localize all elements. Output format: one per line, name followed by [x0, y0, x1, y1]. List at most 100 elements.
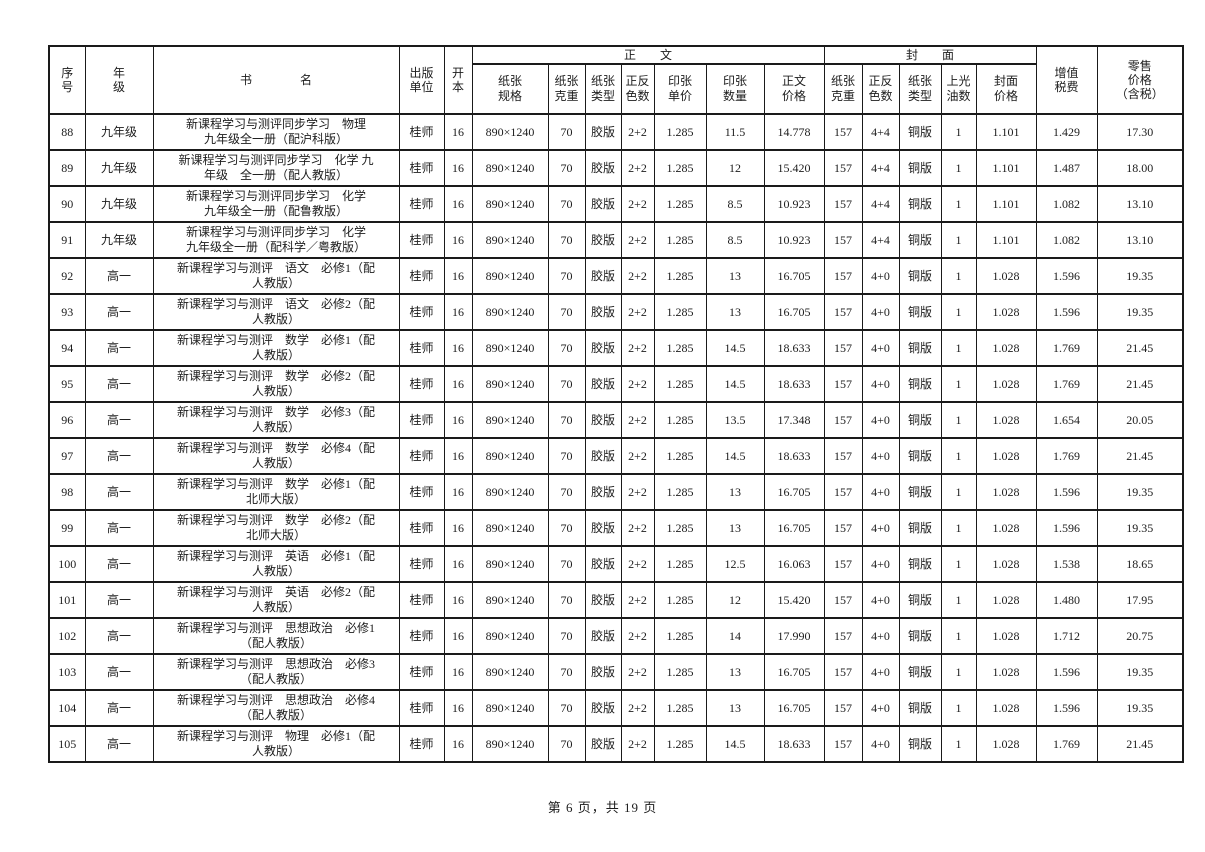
col-header-book-title: 书 名 [152, 45, 400, 115]
cell-cover-price: 1.101 [975, 221, 1037, 259]
cell-cover-colors: 4+4 [861, 149, 900, 187]
cell-varnish: 1 [940, 689, 977, 727]
cell-cover-paper-type: 铜版 [898, 113, 942, 151]
cell-grade: 高一 [84, 725, 154, 763]
header-group-row: 序 号 年 级 书 名 出版 单位 开 本 正 文 封 面 增值 税费 零售 价… [48, 45, 1184, 115]
cell-retail-price: 21.45 [1096, 437, 1184, 475]
cell-colors: 2+2 [620, 509, 655, 547]
cell-grade: 高一 [84, 653, 154, 691]
cell-publisher: 桂师 [398, 293, 445, 331]
cell-paper-type: 胶版 [584, 113, 622, 151]
cell-vat: 1.538 [1035, 545, 1098, 583]
cell-title: 新课程学习与测评 思想政治 必修4 （配人教版） [152, 689, 400, 727]
cell-paper-weight: 70 [547, 113, 586, 151]
cell-publisher: 桂师 [398, 689, 445, 727]
cell-colors: 2+2 [620, 437, 655, 475]
cell-colors: 2+2 [620, 653, 655, 691]
cell-paper-spec: 890×1240 [471, 401, 549, 439]
cell-sheet-count: 13 [705, 653, 765, 691]
cell-cover-paper-weight: 157 [823, 545, 863, 583]
cell-body-price: 16.705 [763, 257, 825, 295]
table-row: 92 高一 新课程学习与测评 语文 必修1（配 人教版） 桂师 16 890×1240 70… [48, 257, 1184, 295]
cell-varnish: 1 [940, 293, 977, 331]
table-row: 100 高一 新课程学习与测评 英语 必修1（配 人教版） 桂师 16 890×1240 7… [48, 545, 1184, 583]
cell-format: 16 [443, 581, 473, 619]
cell-cover-colors: 4+0 [861, 401, 900, 439]
cell-publisher: 桂师 [398, 401, 445, 439]
cell-cover-paper-type: 铜版 [898, 617, 942, 655]
col-header-varnish: 上光 油数 [940, 63, 977, 115]
col-header-seq: 序 号 [48, 45, 86, 115]
col-header-cover-paper-weight: 纸张 克重 [823, 63, 863, 115]
table-row: 96 高一 新课程学习与测评 数学 必修3（配 人教版） 桂师 16 890×1240 70… [48, 401, 1184, 439]
cell-seq: 95 [48, 365, 86, 403]
cell-cover-price: 1.028 [975, 401, 1037, 439]
cell-format: 16 [443, 221, 473, 259]
cell-sheet-count: 13 [705, 257, 765, 295]
cell-seq: 97 [48, 437, 86, 475]
cell-vat: 1.082 [1035, 221, 1098, 259]
cell-cover-price: 1.101 [975, 113, 1037, 151]
cell-publisher: 桂师 [398, 257, 445, 295]
cell-vat: 1.429 [1035, 113, 1098, 151]
cell-grade: 九年级 [84, 221, 154, 259]
cell-cover-colors: 4+0 [861, 473, 900, 511]
cell-cover-colors: 4+0 [861, 329, 900, 367]
cell-retail-price: 18.65 [1096, 545, 1184, 583]
cell-paper-spec: 890×1240 [471, 437, 549, 475]
cell-cover-paper-type: 铜版 [898, 545, 942, 583]
cell-paper-type: 胶版 [584, 725, 622, 763]
cell-cover-price: 1.101 [975, 149, 1037, 187]
cell-title: 新课程学习与测评 语文 必修2（配 人教版） [152, 293, 400, 331]
cell-varnish: 1 [940, 617, 977, 655]
cell-seq: 88 [48, 113, 86, 151]
cell-colors: 2+2 [620, 221, 655, 259]
cell-title: 新课程学习与测评同步学习 物理 九年级全一册（配沪科版） [152, 113, 400, 151]
cell-cover-paper-weight: 157 [823, 185, 863, 223]
cell-paper-type: 胶版 [584, 401, 622, 439]
cell-sheet-count: 12.5 [705, 545, 765, 583]
cell-cover-paper-weight: 157 [823, 401, 863, 439]
table-header: 序 号 年 级 书 名 出版 单位 开 本 正 文 封 面 增值 税费 零售 价… [48, 45, 1184, 115]
cell-varnish: 1 [940, 257, 977, 295]
cell-colors: 2+2 [620, 257, 655, 295]
cell-paper-weight: 70 [547, 257, 586, 295]
cell-vat: 1.596 [1035, 689, 1098, 727]
cell-body-price: 15.420 [763, 149, 825, 187]
cell-publisher: 桂师 [398, 185, 445, 223]
cell-format: 16 [443, 401, 473, 439]
cell-format: 16 [443, 437, 473, 475]
cell-vat: 1.596 [1035, 509, 1098, 547]
cell-seq: 101 [48, 581, 86, 619]
cell-paper-weight: 70 [547, 185, 586, 223]
col-header-format: 开 本 [443, 45, 473, 115]
cell-paper-weight: 70 [547, 293, 586, 331]
cell-vat: 1.769 [1035, 437, 1098, 475]
cell-cover-price: 1.101 [975, 185, 1037, 223]
col-header-body-price: 正文 价格 [763, 63, 825, 115]
cell-title: 新课程学习与测评同步学习 化学 九年级全一册（配鲁教版） [152, 185, 400, 223]
cell-paper-spec: 890×1240 [471, 473, 549, 511]
cell-seq: 90 [48, 185, 86, 223]
cell-sheet-count: 8.5 [705, 185, 765, 223]
col-header-cover-price: 封面 价格 [975, 63, 1037, 115]
cell-sheet-count: 14.5 [705, 725, 765, 763]
cell-paper-spec: 890×1240 [471, 149, 549, 187]
cell-cover-price: 1.028 [975, 689, 1037, 727]
cell-retail-price: 17.30 [1096, 113, 1184, 151]
cell-seq: 91 [48, 221, 86, 259]
cell-paper-type: 胶版 [584, 293, 622, 331]
cell-varnish: 1 [940, 473, 977, 511]
cell-vat: 1.487 [1035, 149, 1098, 187]
cell-paper-spec: 890×1240 [471, 257, 549, 295]
cell-format: 16 [443, 653, 473, 691]
cell-cover-price: 1.028 [975, 365, 1037, 403]
cell-paper-spec: 890×1240 [471, 293, 549, 331]
cell-vat: 1.769 [1035, 725, 1098, 763]
cell-paper-spec: 890×1240 [471, 545, 549, 583]
table-row: 105 高一 新课程学习与测评 物理 必修1（配 人教版） 桂师 16 890×1240 7… [48, 725, 1184, 763]
cell-cover-colors: 4+0 [861, 257, 900, 295]
cell-body-price: 10.923 [763, 185, 825, 223]
cell-cover-paper-weight: 157 [823, 365, 863, 403]
cell-sheet-price: 1.285 [653, 653, 707, 691]
